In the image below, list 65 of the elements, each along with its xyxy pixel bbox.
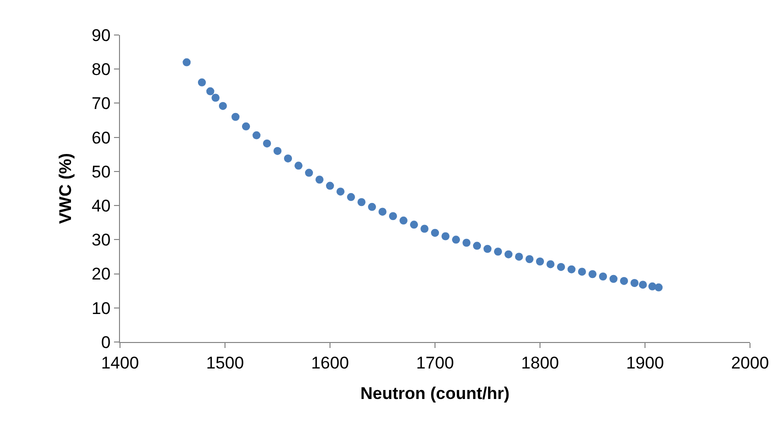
point <box>515 252 523 261</box>
point <box>620 276 628 285</box>
point <box>431 228 439 237</box>
point <box>347 193 355 202</box>
point <box>336 188 344 196</box>
point <box>316 176 324 184</box>
x-tick-label: 1400 <box>101 353 139 372</box>
point <box>546 260 554 268</box>
y-axis-title: VWC (%) <box>56 153 76 224</box>
y-tick-label: 30 <box>92 230 111 250</box>
point <box>358 198 366 206</box>
x-tick-label: 2000 <box>731 353 769 372</box>
point <box>252 131 260 140</box>
point <box>378 208 386 216</box>
point <box>526 255 534 264</box>
point <box>368 202 376 211</box>
y-tick-label: 40 <box>92 196 111 216</box>
point <box>557 262 565 271</box>
x-tick-label: 1800 <box>521 353 559 372</box>
point <box>420 224 428 233</box>
y-tick-label: 50 <box>92 162 111 182</box>
x-axis-title: Neutron (count/hr) <box>360 384 510 403</box>
x-tick-label: 1500 <box>206 353 244 372</box>
point <box>484 244 492 253</box>
point <box>326 182 334 190</box>
point <box>389 212 397 220</box>
point <box>588 270 596 278</box>
point <box>232 112 240 121</box>
y-tick-label: 60 <box>92 128 111 148</box>
point <box>494 248 502 256</box>
point <box>473 242 481 250</box>
point <box>568 265 576 274</box>
point <box>504 250 512 258</box>
point <box>198 78 206 86</box>
point <box>305 168 313 177</box>
point <box>536 258 544 266</box>
point <box>610 274 618 283</box>
point <box>630 278 638 287</box>
y-tick-label: 80 <box>92 60 111 80</box>
point <box>274 146 282 155</box>
y-tick-label: 70 <box>92 94 111 114</box>
point <box>654 283 663 292</box>
y-tick-label: 90 <box>92 26 111 45</box>
y-tick-label: 20 <box>92 264 111 284</box>
point <box>452 236 460 244</box>
y-tick-label: 10 <box>92 298 111 318</box>
point <box>638 280 647 289</box>
point <box>242 122 250 130</box>
point <box>442 232 450 240</box>
point <box>263 139 271 148</box>
point <box>284 154 292 162</box>
x-tick-label: 1900 <box>626 353 664 372</box>
point <box>218 102 227 110</box>
x-tick-label: 1600 <box>311 353 349 372</box>
point <box>206 87 214 96</box>
point <box>400 216 408 225</box>
y-tick-label: 0 <box>101 332 111 352</box>
point <box>294 162 302 170</box>
point <box>212 94 220 102</box>
x-tick-label: 1700 <box>416 353 454 372</box>
point <box>462 238 470 247</box>
point <box>410 220 418 229</box>
point <box>578 268 586 276</box>
point <box>599 272 607 281</box>
point <box>182 58 191 66</box>
